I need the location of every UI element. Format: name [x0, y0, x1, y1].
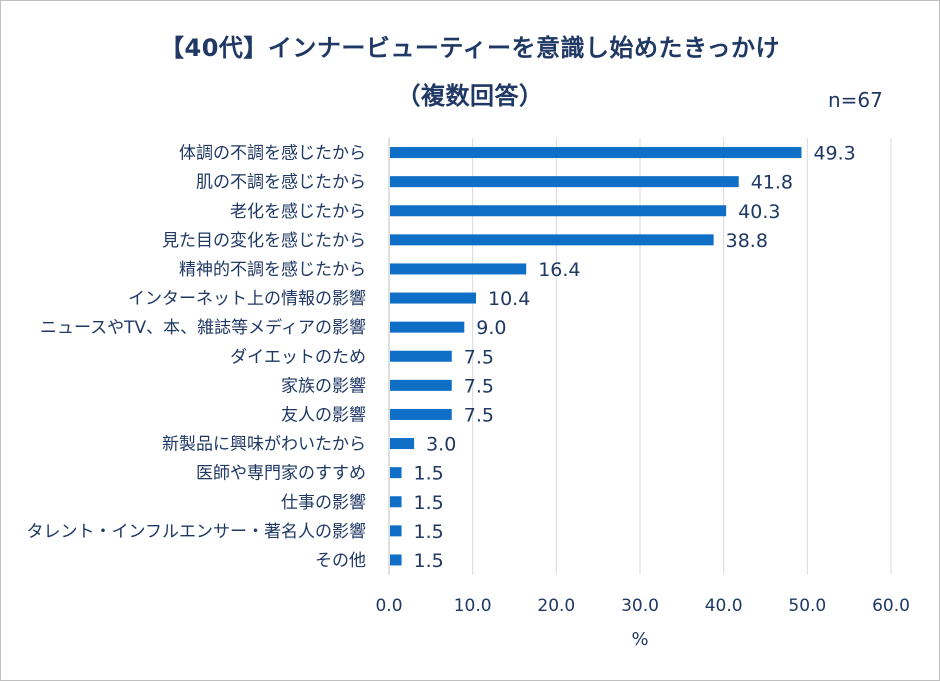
- value-label: 40.3: [738, 201, 780, 223]
- bar: [390, 147, 802, 159]
- category-label: 見た目の変化を感じたから: [162, 231, 366, 251]
- x-tick-label: 40.0: [705, 596, 743, 616]
- category-label: 家族の影響: [281, 376, 366, 396]
- value-label: 7.5: [464, 375, 494, 397]
- value-label: 7.5: [464, 404, 494, 426]
- value-label: 38.8: [726, 230, 768, 252]
- category-label: ダイエットのため: [230, 347, 366, 367]
- bar: [390, 554, 402, 566]
- category-label: 老化を感じたから: [230, 202, 366, 222]
- value-label: 1.5: [414, 550, 444, 572]
- x-tick-label: 0.0: [375, 596, 402, 616]
- category-label: 仕事の影響: [281, 493, 366, 513]
- category-label: ニュースやTV、本、雑誌等メディアの影響: [40, 317, 366, 338]
- bar: [390, 263, 527, 275]
- value-label: 16.4: [538, 259, 580, 281]
- value-label: 49.3: [813, 143, 855, 165]
- value-label: 1.5: [414, 492, 444, 514]
- bar: [390, 379, 452, 391]
- bar: [390, 205, 727, 217]
- value-label: 3.0: [426, 434, 456, 456]
- category-label: その他: [315, 551, 366, 571]
- chart-subtitle: （複数回答）: [396, 82, 544, 110]
- category-label: 友人の影響: [281, 405, 366, 425]
- bar: [390, 321, 465, 333]
- bar: [390, 234, 714, 246]
- x-tick-label: 30.0: [621, 596, 659, 616]
- category-label: 肌の不調を感じたから: [196, 173, 366, 193]
- bar: [390, 292, 477, 304]
- x-tick-label: 60.0: [872, 596, 910, 616]
- chart-title: 【40代】インナービューティーを意識し始めたきっかけ: [160, 34, 780, 62]
- bar: [390, 408, 452, 420]
- value-label: 1.5: [414, 521, 444, 543]
- category-label: 精神的不調を感じたから: [179, 260, 366, 280]
- bar: [390, 176, 739, 188]
- category-label: 新製品に興味がわいたから: [162, 435, 366, 455]
- bar: [390, 525, 402, 537]
- x-tick-label: 20.0: [537, 596, 575, 616]
- category-label: 医師や専門家のすすめ: [196, 464, 366, 484]
- sample-size-label: n=67: [828, 88, 883, 112]
- x-axis-title: %: [631, 629, 648, 650]
- bar: [390, 438, 415, 450]
- value-label: 41.8: [751, 172, 793, 194]
- value-label: 7.5: [464, 346, 494, 368]
- value-label: 1.5: [414, 463, 444, 485]
- value-label: 9.0: [476, 317, 506, 339]
- category-label: インターネット上の情報の影響: [128, 289, 366, 309]
- value-label: 10.4: [488, 288, 530, 310]
- x-tick-label: 50.0: [788, 596, 826, 616]
- bar: [390, 467, 402, 479]
- category-label: タレント・インフルエンサー・著名人の影響: [27, 522, 367, 542]
- bar: [390, 350, 452, 362]
- category-label: 体調の不調を感じたから: [179, 144, 366, 164]
- x-tick-label: 10.0: [454, 596, 492, 616]
- bar: [390, 496, 402, 508]
